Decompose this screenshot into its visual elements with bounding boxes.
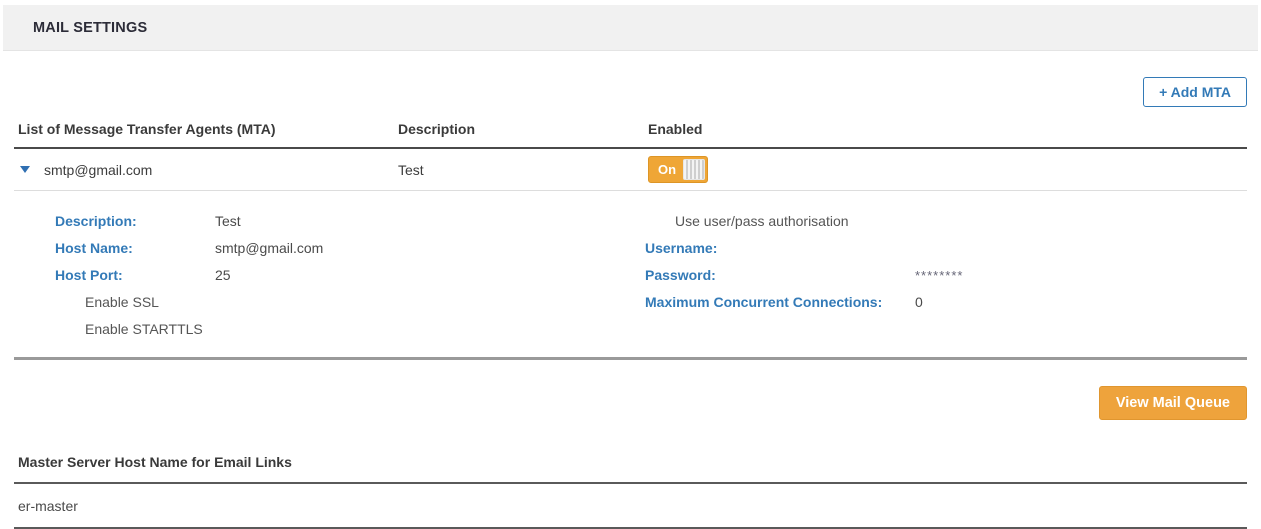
detail-host-name: Host Name: smtp@gmail.com bbox=[55, 235, 645, 262]
detail-host-port-label: Host Port: bbox=[55, 267, 123, 283]
mta-name: smtp@gmail.com bbox=[44, 161, 153, 178]
toggle-on-label: On bbox=[657, 162, 677, 177]
column-header-description: Description bbox=[398, 121, 476, 137]
column-header-enabled: Enabled bbox=[648, 121, 703, 137]
details-right-column: Use user/pass authorisation Username: Pa… bbox=[645, 208, 1247, 343]
detail-password-label: Password: bbox=[645, 267, 716, 283]
detail-password-value: ******** bbox=[915, 268, 964, 283]
add-mta-button[interactable]: + Add MTA bbox=[1143, 77, 1247, 107]
detail-host-name-label: Host Name: bbox=[55, 240, 133, 256]
detail-host-name-value: smtp@gmail.com bbox=[215, 240, 324, 256]
detail-description-label: Description: bbox=[55, 213, 137, 229]
detail-host-port-value: 25 bbox=[215, 267, 231, 283]
detail-max-connections-label: Maximum Concurrent Connections: bbox=[645, 294, 883, 310]
detail-max-connections-value: 0 bbox=[915, 294, 923, 310]
detail-password: Password: ******** bbox=[645, 262, 1247, 289]
master-server-heading: Master Server Host Name for Email Links bbox=[14, 454, 1247, 484]
master-server-value: er-master bbox=[14, 484, 1247, 529]
detail-description-value: Test bbox=[215, 213, 241, 229]
detail-username-label: Username: bbox=[645, 240, 718, 256]
toggle-handle-icon[interactable] bbox=[683, 159, 705, 180]
mta-table-row[interactable]: smtp@gmail.com Test On bbox=[14, 149, 1247, 191]
page-header: MAIL SETTINGS bbox=[3, 5, 1258, 51]
enable-ssl-option: Enable SSL bbox=[85, 294, 159, 310]
toolbar: + Add MTA bbox=[14, 77, 1247, 107]
mta-table-header: List of Message Transfer Agents (MTA) De… bbox=[14, 107, 1247, 149]
enabled-toggle[interactable]: On bbox=[648, 156, 708, 183]
detail-username: Username: bbox=[645, 235, 1247, 262]
detail-description: Description: Test bbox=[55, 208, 645, 235]
details-left-column: Description: Test Host Name: smtp@gmail.… bbox=[14, 208, 645, 343]
mta-table: List of Message Transfer Agents (MTA) De… bbox=[14, 107, 1247, 360]
detail-host-port: Host Port: 25 bbox=[55, 262, 645, 289]
caret-down-icon[interactable] bbox=[20, 166, 30, 173]
mta-details-panel: Description: Test Host Name: smtp@gmail.… bbox=[14, 191, 1247, 360]
use-userpass-option: Use user/pass authorisation bbox=[675, 213, 849, 229]
queue-action-row: View Mail Queue bbox=[14, 386, 1247, 420]
column-header-agents: List of Message Transfer Agents (MTA) bbox=[18, 121, 276, 137]
master-server-section: Master Server Host Name for Email Links … bbox=[14, 454, 1247, 529]
enable-starttls-option: Enable STARTTLS bbox=[85, 321, 203, 337]
detail-max-connections: Maximum Concurrent Connections: 0 bbox=[645, 289, 1247, 316]
view-mail-queue-button[interactable]: View Mail Queue bbox=[1098, 386, 1247, 420]
mta-description: Test bbox=[398, 161, 424, 178]
page-title: MAIL SETTINGS bbox=[33, 20, 148, 36]
